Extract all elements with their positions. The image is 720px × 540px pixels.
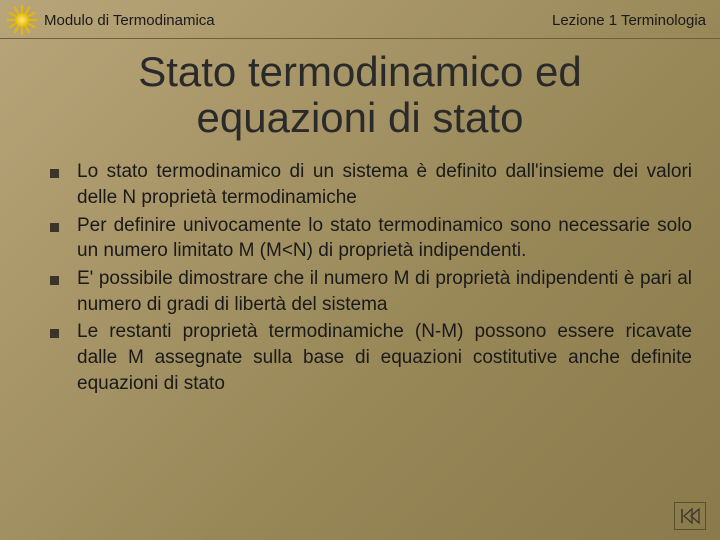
bullet-text: E' possibile dimostrare che il numero M … <box>77 266 692 317</box>
list-item: Lo stato termodinamico di un sistema è d… <box>50 159 692 210</box>
list-item: E' possibile dimostrare che il numero M … <box>50 266 692 317</box>
square-bullet-icon <box>50 276 59 285</box>
title-line-1: Stato termodinamico ed <box>138 48 582 95</box>
rewind-icon <box>680 507 700 525</box>
slide-content: Lo stato termodinamico di un sistema è d… <box>0 141 720 396</box>
bullet-text: Per definire univocamente lo stato termo… <box>77 213 692 264</box>
square-bullet-icon <box>50 329 59 338</box>
header-left: Modulo di Termodinamica <box>8 6 215 34</box>
slide-header: Modulo di Termodinamica Lezione 1 Termin… <box>0 0 720 39</box>
list-item: Per definire univocamente lo stato termo… <box>50 213 692 264</box>
slide-title: Stato termodinamico ed equazioni di stat… <box>0 49 720 141</box>
list-item: Le restanti proprietà termodinamiche (N-… <box>50 319 692 396</box>
square-bullet-icon <box>50 223 59 232</box>
sun-icon <box>8 6 36 34</box>
module-label: Modulo di Termodinamica <box>44 12 215 29</box>
title-line-2: equazioni di stato <box>197 94 524 141</box>
bullet-text: Le restanti proprietà termodinamiche (N-… <box>77 319 692 396</box>
previous-slide-button[interactable] <box>674 502 706 530</box>
bullet-text: Lo stato termodinamico di un sistema è d… <box>77 159 692 210</box>
lesson-label: Lezione 1 Terminologia <box>552 12 706 29</box>
square-bullet-icon <box>50 169 59 178</box>
